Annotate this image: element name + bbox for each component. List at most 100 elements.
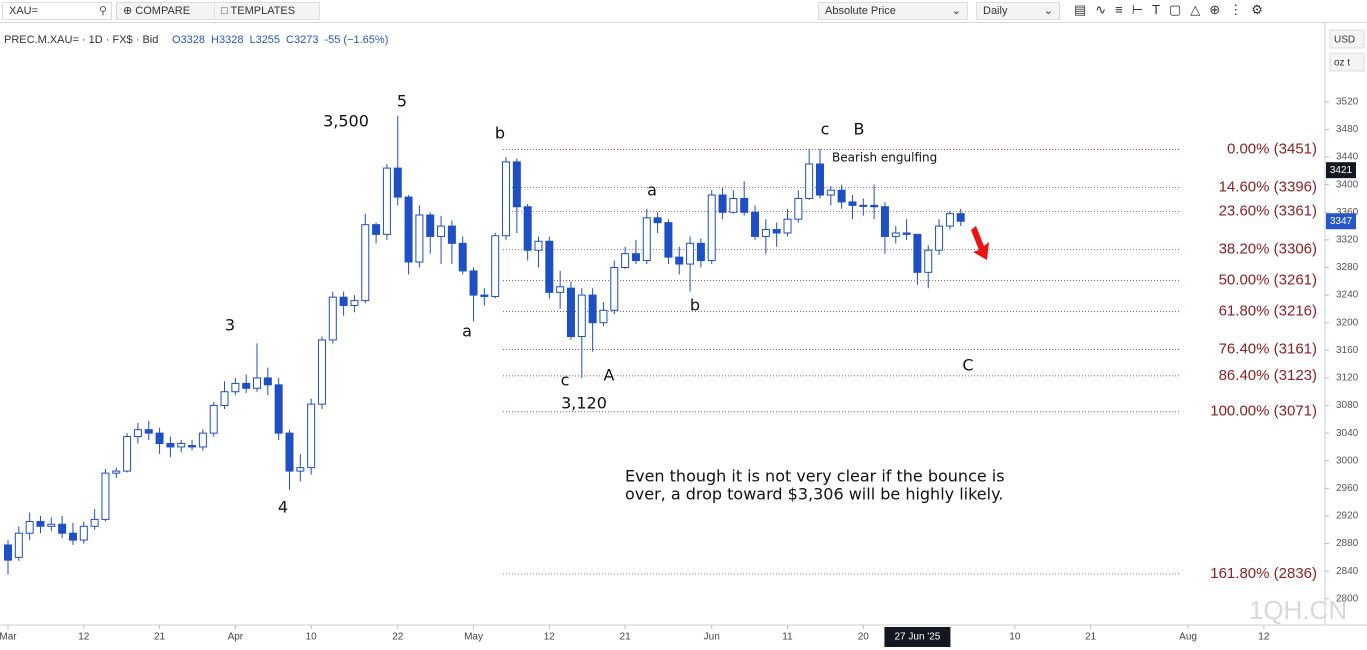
x-tick-label: 20 [858,632,870,643]
candle-body [382,167,391,235]
candle-body [599,309,608,324]
currency-select[interactable] [1329,29,1365,49]
candle-body [90,518,99,527]
wave-label: 3 [225,316,235,335]
wave-label: B [854,120,865,139]
candle-body [155,432,164,444]
candle-body [372,224,381,235]
y-tick-label: 3080 [1336,400,1359,411]
candle-body [805,163,814,199]
crosshair-x-label: 27 Jun '25 [894,632,940,643]
y-tick-label: 3480 [1336,124,1359,135]
candle-body [664,222,673,258]
candle-body [913,233,922,273]
x-tick-label: 21 [1085,632,1097,643]
y-tick-label: 3520 [1336,96,1359,107]
candle-body [317,339,326,405]
y-tick-label: 2880 [1336,538,1359,549]
y-tick-label: 3120 [1336,373,1359,384]
fib-label: 76.40% (3161) [1219,341,1317,358]
fib-label: 14.60% (3396) [1219,178,1317,195]
candle-body [263,377,272,386]
candle-body [220,391,229,407]
y-tick-label: 3360 [1336,207,1359,218]
candle-body [36,520,45,527]
search-icon: ⚲ [98,5,107,17]
candle-body [534,240,543,251]
candle-body [112,470,121,474]
crosshair-x-box [884,627,951,647]
candle-body [945,213,954,227]
watermark: 1QH.CN [1249,595,1347,625]
candle-body [209,405,218,434]
y-tick-label: 2800 [1336,593,1359,604]
wave-label: a [647,181,657,200]
candle-body [631,253,640,262]
candle-body [772,229,781,234]
candle-body [751,211,760,237]
candle-body [447,225,456,244]
templates-button[interactable]: □ TEMPLATES [214,2,320,20]
note: over, a drop toward $3,306 will be highl… [625,485,1003,504]
symbol-info: PREC.M.XAU= · 1D · FX$ · Bid [4,34,158,46]
candle-body [545,240,554,293]
y-tick-label: 2840 [1336,566,1359,577]
candle-body [177,442,186,448]
symbol-input[interactable]: XAU= ⚲ [2,2,112,20]
candle-body [696,242,705,262]
x-tick-label: 21 [620,632,632,643]
candle-body [859,204,868,207]
candle-body [729,197,738,213]
candle-body [469,270,478,296]
candle-body [144,429,153,434]
candle-body [328,296,337,341]
y-tick-label: 3400 [1336,179,1359,190]
candle-body [794,197,803,220]
x-tick-label: 10 [1009,632,1021,643]
x-tick-label: Apr [228,632,244,643]
drawing-tools[interactable]: ▤∿≡⊢T▢△⊕⋮⚙ [1074,2,1272,17]
toolbar: XAU= ⚲ ⊕ COMPARE □ TEMPLATES Absolute Pri… [0,0,1367,23]
candle-body [58,523,67,534]
x-tick-label: 12 [78,632,90,643]
candle-body [253,377,262,389]
candle-body [480,294,489,297]
candle-body [242,382,251,389]
candle-body [642,217,651,262]
candle-body [675,256,684,265]
candle-body [588,294,597,324]
wave-label: c [821,120,830,139]
wave-label: b [690,296,700,315]
down-arrow [971,226,989,260]
price-marker [1326,162,1356,179]
candle-body [502,161,511,237]
candle-body [68,532,77,541]
candle-body [815,163,824,196]
price-mode: Absolute Price [825,5,896,17]
interval-select[interactable]: Daily ⌄ [976,2,1060,20]
candle-body [523,206,532,251]
y-tick-label: 2920 [1336,511,1359,522]
candle-body [274,384,283,434]
ohlc-value: C3273 [286,34,318,46]
candle-body [47,523,56,527]
candle-body [350,300,359,306]
candle-body [14,532,23,558]
wave-label: 5 [397,92,407,111]
wave-label: 3,500 [323,112,369,131]
x-tick-label: May [464,632,483,643]
candle-body [101,472,110,520]
currency: USD [1334,35,1355,46]
fib-label: 38.20% (3306) [1219,241,1317,258]
y-tick-label: 3040 [1336,428,1359,439]
price-mode-select[interactable]: Absolute Price ⌄ [818,2,968,20]
fib-label: 23.60% (3361) [1219,203,1317,220]
unit-select[interactable] [1329,52,1365,72]
candle-body [891,232,900,237]
candle-body [231,382,240,393]
wave-label: Bearish engulfing [832,151,937,165]
compare-button[interactable]: ⊕ COMPARE [116,2,220,20]
wave-label: a [462,322,472,341]
candle-body [166,442,175,448]
candle-body [902,232,911,235]
